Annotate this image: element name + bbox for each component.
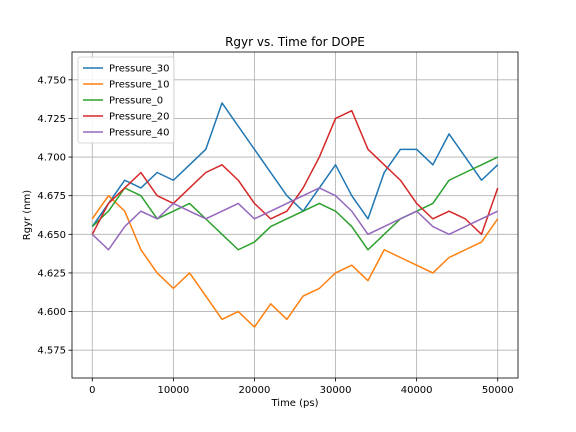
series-line-pressure-10	[91, 194, 499, 328]
x-tick-label: 20000	[239, 385, 271, 396]
y-tick-label: 4.675	[37, 191, 66, 202]
plot-frame	[71, 51, 519, 379]
series-line-pressure-30	[91, 102, 499, 228]
y-tick-label: 4.750	[37, 75, 66, 86]
axis-ticks: 0 10000 20000 30000 40000 50000 4.575 4.600 4.62…	[37, 75, 513, 396]
y-tick-label: 4.600	[37, 307, 66, 318]
x-tick-label: 40000	[401, 385, 433, 396]
y-tick-label: 4.575	[37, 346, 66, 357]
legend-label: Pressure_30	[109, 64, 169, 75]
x-tick-label: 50000	[482, 385, 514, 396]
x-tick-label: 10000	[157, 385, 189, 396]
legend-box	[77, 56, 175, 144]
y-axis-label: Rgyr (nm)	[22, 190, 33, 240]
x-tick-label: 30000	[320, 385, 352, 396]
legend-label: Pressure_0	[109, 96, 163, 107]
series-lines	[91, 102, 499, 328]
y-tick-label: 4.625	[37, 268, 66, 279]
y-tick-label: 4.700	[37, 153, 66, 164]
chart-title: Rgyr vs. Time for DOPE	[225, 35, 365, 49]
grid	[72, 52, 518, 378]
x-axis-label: Time (ps)	[270, 398, 318, 409]
series-line-pressure-0	[91, 156, 499, 251]
y-tick-label: 4.650	[37, 230, 66, 241]
legend-label: Pressure_40	[109, 128, 169, 139]
legend: Pressure_30 Pressure_10 Pressure_0 Pressure…	[77, 56, 175, 144]
series-line-pressure-40	[91, 187, 499, 251]
x-tick-label: 0	[89, 385, 95, 396]
y-tick-label: 4.725	[37, 114, 66, 125]
legend-label: Pressure_20	[109, 112, 169, 123]
legend-label: Pressure_10	[109, 80, 169, 91]
